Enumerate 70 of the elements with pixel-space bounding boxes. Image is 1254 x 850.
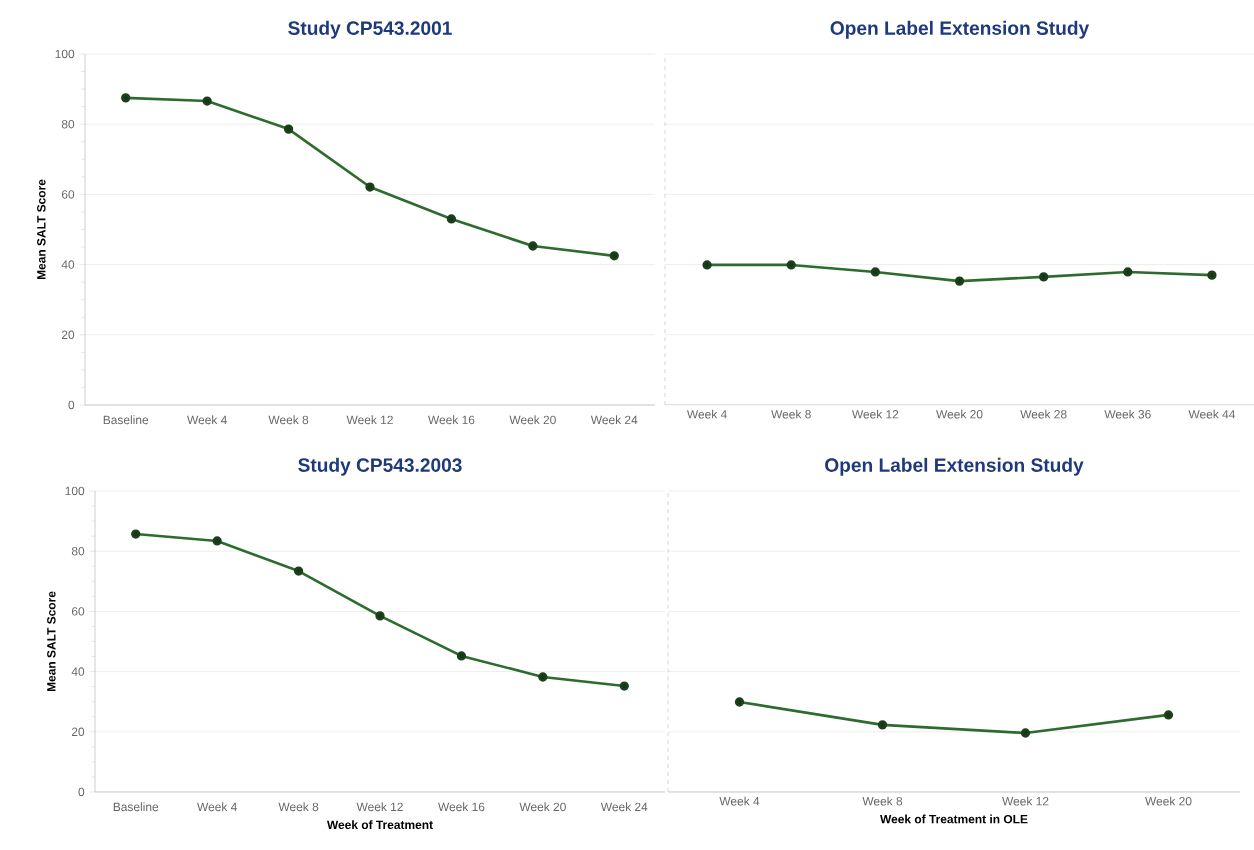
x-tick-label: Week 24 <box>600 802 648 812</box>
x-axis-title: Week of Treatment in OLE <box>880 814 1028 824</box>
point <box>446 214 457 224</box>
point <box>293 566 304 576</box>
point <box>954 276 965 286</box>
point <box>1207 270 1217 280</box>
y-tick-label: 20 <box>71 727 85 737</box>
point <box>734 697 745 707</box>
x-tick-label: Week 12 <box>356 802 403 812</box>
point <box>1163 710 1174 720</box>
x-tick-label: Baseline <box>103 415 149 425</box>
x-tick-label: Week 44 <box>1188 409 1236 419</box>
point <box>619 681 629 691</box>
x-tick-label: Week 16 <box>438 802 485 812</box>
x-tick-label: Week 8 <box>268 415 309 425</box>
x-tick-label: Baseline <box>113 802 159 812</box>
point <box>202 96 212 106</box>
x-tick-label: Week 16 <box>428 415 475 425</box>
x-tick-label: Week 36 <box>1104 409 1151 419</box>
x-tick-label: Week 20 <box>509 415 556 425</box>
point <box>131 529 141 539</box>
y-tick-label: 80 <box>61 119 75 129</box>
y-tick-label: 20 <box>61 330 75 340</box>
point <box>283 124 294 134</box>
point <box>375 611 385 621</box>
x-tick-label: Week 12 <box>1002 796 1049 806</box>
x-tick-label: Week 20 <box>519 802 566 812</box>
point <box>609 251 619 261</box>
x-tick-label: Week 24 <box>590 415 638 425</box>
point <box>365 182 375 192</box>
y-tick-label: 80 <box>71 546 85 556</box>
y-tick-label: 40 <box>61 260 75 269</box>
y-tick-label: 60 <box>61 190 75 199</box>
y-axis-title: Mean SALT Score <box>37 179 46 280</box>
chart-title: Study CP543.2003 <box>298 457 462 476</box>
x-tick-label: Week 20 <box>936 409 983 419</box>
x-tick-label: Week 20 <box>1145 796 1192 806</box>
chart-title: Open Label Extension Study <box>825 457 1084 476</box>
point <box>1039 272 1049 282</box>
x-tick-label: Week 4 <box>719 796 760 806</box>
y-tick-label: 0 <box>68 400 75 410</box>
y-axis-title: Mean SALT Score <box>47 591 56 692</box>
point <box>212 536 222 546</box>
point <box>456 651 467 661</box>
y-tick-label: 100 <box>65 486 85 496</box>
x-tick-label: Week 4 <box>686 409 727 419</box>
point <box>538 672 548 682</box>
point <box>528 241 538 251</box>
chart-title: Open Label Extension Study <box>830 20 1090 39</box>
x-tick-label: Week 8 <box>278 802 319 812</box>
x-tick-label: Week 4 <box>197 802 237 812</box>
x-tick-label: Week 28 <box>1020 409 1067 419</box>
x-tick-label: Week 12 <box>851 409 899 419</box>
x-axis-title: Week of Treatment <box>326 820 433 830</box>
point <box>877 720 888 730</box>
point <box>870 267 881 277</box>
y-tick-label: 60 <box>71 607 85 616</box>
point <box>121 93 131 103</box>
x-tick-label: Week 8 <box>862 796 903 806</box>
point <box>702 260 712 270</box>
y-tick-label: 40 <box>71 667 85 676</box>
x-tick-label: Week 12 <box>346 415 393 425</box>
x-tick-label: Week 8 <box>771 409 811 419</box>
point <box>1123 267 1133 277</box>
point <box>786 260 796 270</box>
point <box>1020 728 1031 738</box>
y-tick-label: 100 <box>55 49 75 59</box>
x-tick-label: Week 4 <box>187 415 227 425</box>
y-tick-label: 0 <box>78 787 85 797</box>
chart-title: Study CP543.2001 <box>288 20 452 39</box>
